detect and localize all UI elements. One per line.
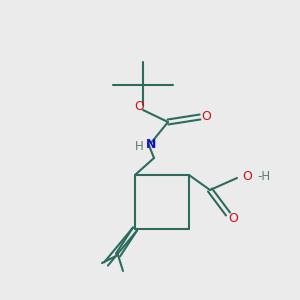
- Text: O: O: [242, 169, 252, 182]
- Text: -H: -H: [257, 169, 270, 182]
- Text: H: H: [135, 140, 143, 152]
- Text: O: O: [228, 212, 238, 226]
- Text: O: O: [134, 100, 144, 112]
- Text: N: N: [146, 137, 156, 151]
- Text: O: O: [201, 110, 211, 124]
